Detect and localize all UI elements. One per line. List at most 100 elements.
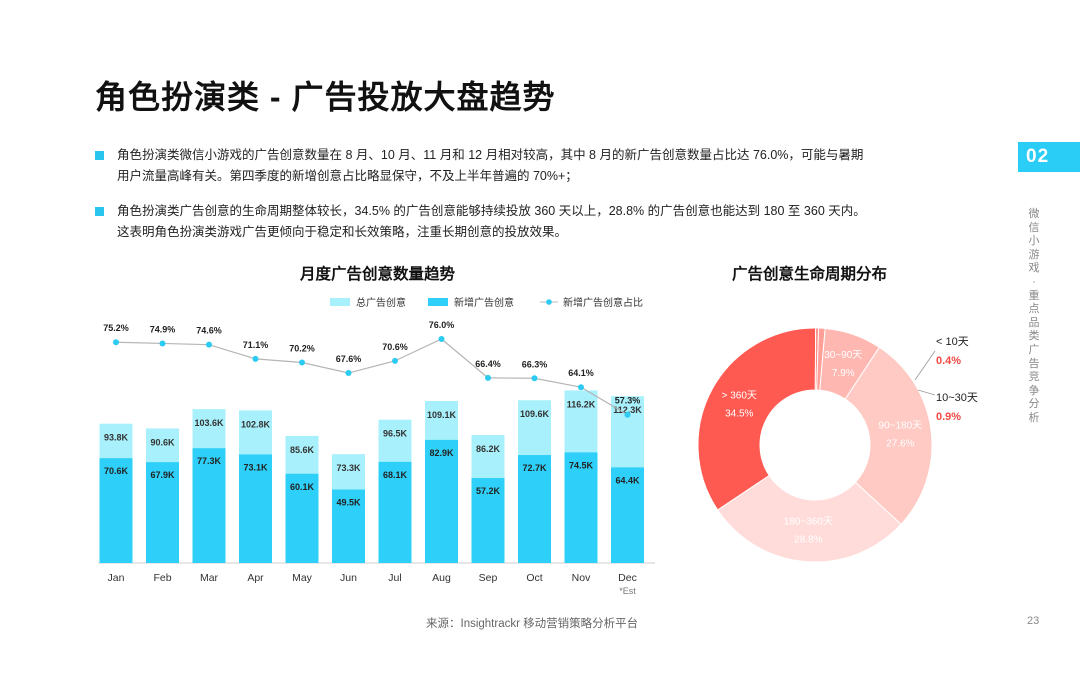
ratio-label: 67.6% <box>336 354 362 364</box>
ratio-point <box>206 341 212 348</box>
side-caption-char: 分 <box>1028 398 1040 411</box>
side-caption-char: · <box>1032 275 1036 288</box>
x-tick-label: Mar <box>200 572 219 584</box>
ratio-label: 64.1% <box>568 368 594 378</box>
x-tick-label: Dec <box>618 572 637 584</box>
x-tick-label: Apr <box>247 572 264 584</box>
side-caption-char: 品 <box>1028 316 1040 329</box>
total-bar-label: 90.6K <box>150 437 175 447</box>
ratio-point <box>578 384 584 391</box>
x-tick-label: Jan <box>108 572 125 584</box>
x-tick-label: Jun <box>340 572 357 584</box>
ratio-point <box>392 357 398 364</box>
side-caption-char: 类 <box>1028 330 1040 343</box>
new-bar-label: 64.4K <box>615 475 640 485</box>
slice-pct-label: 7.9% <box>832 368 855 379</box>
ratio-line <box>115 338 628 416</box>
legend-swatch-2 <box>428 298 448 306</box>
bullet-line: 用户流量高峰有关。第四季度的新增创意占比略显保守，不及上半年普遍的 70%+； <box>117 169 578 183</box>
new-bar-label: 74.5K <box>569 460 594 470</box>
new-creative-bar <box>378 461 412 563</box>
ratio-point <box>485 374 491 381</box>
legend-swatch-1 <box>330 298 350 306</box>
bullet-line: 角色扮演类微信小游戏的广告创意数量在 8 月、10 月、11 月和 12 月相对… <box>117 148 864 162</box>
legend-label: 新增广告创意占比 <box>563 296 643 309</box>
x-tick-label: Nov <box>572 572 591 584</box>
new-creative-bar <box>146 462 179 563</box>
total-bar-label: 102.8K <box>241 419 271 429</box>
ratio-point <box>345 370 352 377</box>
section-number-tab: 02 <box>1018 142 1080 172</box>
side-caption-char: 小 <box>1028 235 1040 248</box>
leader-line <box>914 350 936 381</box>
side-caption-char: 争 <box>1028 384 1040 397</box>
bullet-line: 角色扮演类广告创意的生命周期整体较长，34.5% 的广告创意能够持续投放 360… <box>117 204 866 218</box>
estimate-note: *Est <box>619 586 636 596</box>
bar-chart-title: 月度广告创意数量趋势 <box>300 266 456 283</box>
ratio-label: 74.6% <box>196 326 222 336</box>
ratio-point <box>252 355 259 362</box>
total-bar-label: 109.6K <box>520 409 550 419</box>
bullet-item: 角色扮演类广告创意的生命周期整体较长，34.5% 的广告创意能够持续投放 360… <box>95 201 925 243</box>
ratio-point <box>299 359 305 366</box>
lifecycle-donut-chart: > 360天 34.5% 30~90天 7.9% 90~180天 27.6% 180~360… <box>697 327 978 563</box>
new-creative-bar <box>285 473 319 563</box>
legend-label: 新增广告创意 <box>454 296 514 309</box>
total-bar-label: 93.8K <box>104 433 129 443</box>
ratio-label: 76.0% <box>429 320 455 330</box>
new-bar-label: 49.5K <box>336 497 361 507</box>
new-bar-label: 73.1K <box>243 462 268 472</box>
new-bar-label: 57.2K <box>476 486 501 496</box>
new-creative-bar <box>332 489 365 563</box>
ratio-label: 66.4% <box>475 359 501 369</box>
slice-pct-label: 27.6% <box>886 439 914 450</box>
ratio-label: 71.1% <box>243 340 269 350</box>
new-creative-bar <box>564 452 598 563</box>
donut-slice <box>717 474 902 563</box>
donut-slice <box>697 327 817 511</box>
side-caption-char: 竞 <box>1028 371 1040 384</box>
leader-line <box>917 389 936 396</box>
side-caption-char: 析 <box>1028 411 1040 424</box>
ratio-point <box>159 340 166 347</box>
legend-label: 总广告创意 <box>356 296 406 309</box>
ratio-label: 70.6% <box>382 342 408 352</box>
slice-name-label: 10~30天 <box>936 392 978 404</box>
monthly-creative-bar-chart: 总广告创意 新增广告创意 新增广告创意占比 93.8K 70.6K Jan 90.6K 67.… <box>98 296 655 596</box>
side-caption-char: 游 <box>1028 248 1040 261</box>
total-bar-label: 103.6K <box>194 418 224 428</box>
data-source: 来源：Insightrackr 移动营销策略分析平台 <box>426 618 639 630</box>
x-tick-label: Sep <box>479 572 498 584</box>
donut-chart-title: 广告创意生命周期分布 <box>732 266 888 283</box>
slice-name-label: 30~90天 <box>824 350 862 361</box>
new-bar-label: 70.6K <box>104 466 129 476</box>
new-creative-bar <box>425 439 458 563</box>
new-bar-label: 67.9K <box>150 470 175 480</box>
side-caption-char: 点 <box>1028 303 1040 316</box>
page-number: 23 <box>1027 615 1040 627</box>
side-caption-char: 信 <box>1028 221 1040 234</box>
x-tick-label: Feb <box>153 572 171 584</box>
slice-pct-label: 0.4% <box>936 355 961 367</box>
new-creative-bar <box>518 455 551 563</box>
side-section-caption: 微信小游戏 · 重点品类广告竞争分析 <box>1026 208 1042 426</box>
new-creative-bar <box>471 478 505 563</box>
total-bar-label: 73.3K <box>336 463 361 473</box>
x-tick-label: Oct <box>526 572 542 584</box>
ratio-label: 66.3% <box>522 359 548 369</box>
side-caption-char: 广 <box>1028 343 1040 356</box>
total-bar-label: 109.1K <box>427 410 457 420</box>
new-bar-label: 60.1K <box>290 482 315 492</box>
ratio-point <box>624 411 631 418</box>
ratio-label: 75.2% <box>103 323 129 333</box>
slice-name-label: 90~180天 <box>879 421 923 432</box>
side-caption-char: 微 <box>1028 208 1040 220</box>
new-bar-label: 72.7K <box>522 463 547 473</box>
bullet-square-icon <box>95 151 104 160</box>
legend-dot-swatch <box>546 299 552 305</box>
total-bar-label: 86.2K <box>476 444 501 454</box>
page-title: 角色扮演类 - 广告投放大盘趋势 <box>95 79 556 115</box>
new-bar-label: 82.9K <box>429 448 454 458</box>
bullet-item: 角色扮演类微信小游戏的广告创意数量在 8 月、10 月、11 月和 12 月相对… <box>95 145 925 187</box>
total-bar-label: 116.2K <box>567 399 596 409</box>
